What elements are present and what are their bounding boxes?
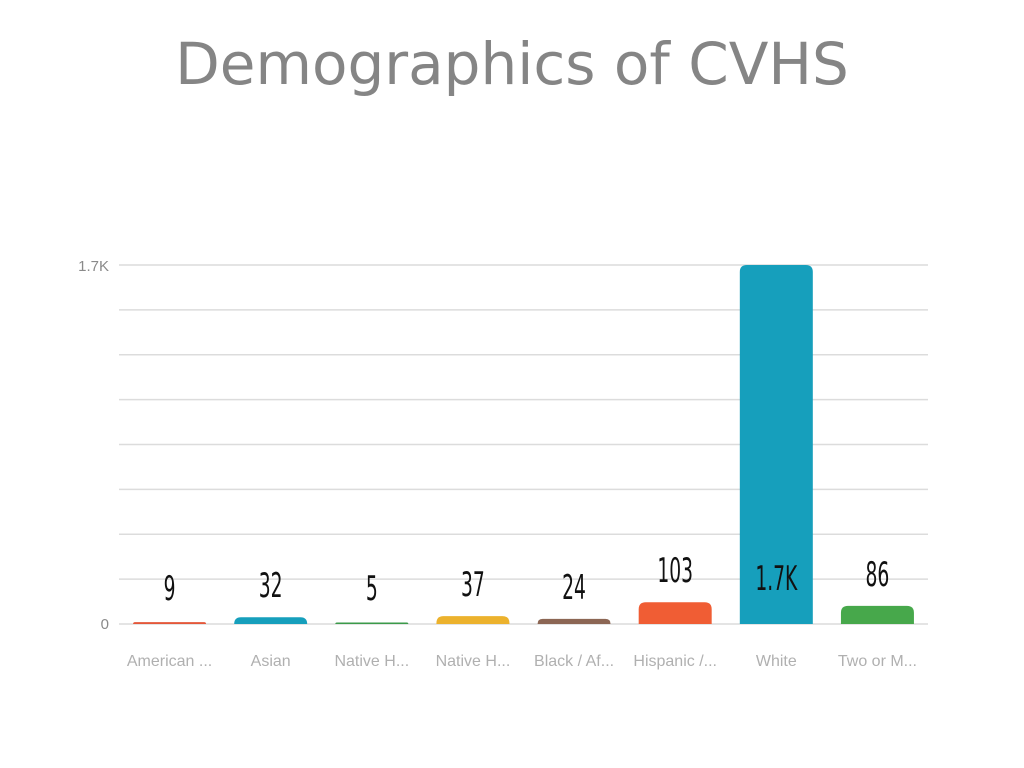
bar (537, 618, 611, 624)
bar (234, 617, 308, 624)
data-label: 1.7K (755, 560, 798, 598)
data-label: 86 (866, 556, 890, 594)
data-label: 32 (259, 568, 283, 606)
bar (335, 622, 409, 624)
y-tick-label: 0 (101, 616, 109, 633)
bar (638, 602, 712, 624)
x-tick-label: Native H... (436, 653, 511, 670)
x-tick-label: Native H... (334, 653, 409, 670)
data-label: 37 (461, 566, 485, 604)
bar (133, 622, 207, 624)
data-label: 103 (657, 553, 693, 591)
bar (840, 605, 914, 624)
bar (739, 265, 813, 624)
bar (436, 616, 510, 624)
y-tick-label: 1.7K (78, 258, 109, 275)
x-tick-label: American ... (127, 653, 212, 670)
data-label: 24 (562, 569, 586, 607)
x-tick-label: Two or M... (838, 653, 917, 670)
x-tick-label: Hispanic /... (633, 653, 717, 670)
data-label: 9 (164, 570, 176, 608)
x-tick-label: White (756, 653, 797, 670)
x-tick-label: Black / Af... (534, 653, 614, 670)
data-label: 5 (366, 570, 378, 608)
chart-title: Demographics of CVHS (175, 30, 849, 98)
x-tick-label: Asian (251, 653, 291, 670)
